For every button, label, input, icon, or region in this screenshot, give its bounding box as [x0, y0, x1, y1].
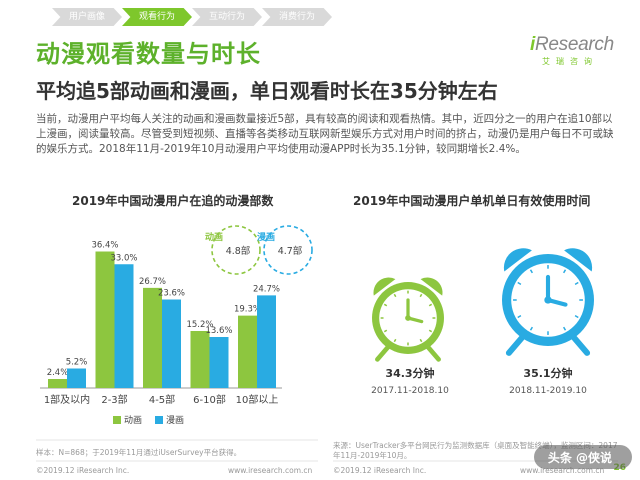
duration-value-0: 34.3分钟 — [385, 366, 434, 380]
logo-wordmark: iResearch — [530, 34, 614, 55]
left-chart-title: 2019年中国动漫用户在追的动漫部数 — [72, 194, 274, 208]
data-label-manga-4: 24.7% — [253, 284, 280, 294]
x-tick-label-3: 6-10部 — [193, 393, 226, 406]
data-label-anime-3: 15.2% — [186, 320, 213, 330]
section-tabs: 用户画像 观看行为 互动行为 消费行为 — [52, 8, 342, 26]
duration-value-1: 35.1分钟 — [523, 366, 572, 380]
bar-anime-0 — [48, 379, 67, 388]
bar-manga-2 — [162, 299, 181, 388]
bar-manga-0 — [67, 368, 86, 388]
duration-period-1: 2018.11-2019.10 — [509, 386, 587, 396]
left-source-note: 样本：N=868；于2019年11月通过iUserSurvey平台获得。 — [36, 448, 242, 457]
x-tick-label-4: 10部以上 — [236, 393, 279, 406]
x-tick-label-1: 2-3部 — [101, 393, 127, 406]
x-tick-label-0: 1部及以内 — [44, 393, 90, 406]
tab-consumption-behavior[interactable]: 消费行为 — [262, 8, 332, 26]
right-chart-title: 2019年中国动漫用户单机单日有效使用时间 — [353, 194, 591, 208]
data-label-anime-0: 2.4% — [47, 368, 69, 378]
data-label-anime-4: 19.3% — [234, 305, 261, 315]
bar-anime-4 — [238, 315, 257, 388]
alarm-clock-icon-0 — [372, 277, 444, 362]
footer-copyright-right: ©2019.12 iResearch Inc. — [333, 466, 427, 475]
average-label-1: 漫画 — [257, 231, 275, 243]
duration-period-0: 2017.11-2018.10 — [371, 386, 449, 396]
average-label-0: 动画 — [205, 232, 223, 243]
footer-url-right[interactable]: www.iresearch.com.cn — [520, 466, 605, 475]
data-label-manga-0: 5.2% — [66, 358, 88, 368]
data-label-manga-2: 23.6% — [158, 289, 185, 299]
page-subtitle: 平均追5部动画和漫画，单日观看时长在35分钟左右 — [36, 79, 498, 103]
data-label-anime-1: 36.4% — [91, 241, 118, 251]
legend-label-manga: 漫画 — [166, 414, 184, 426]
logo-subtitle: 艾瑞咨询 — [542, 57, 598, 66]
right-source-note: 来源：UserTracker多平台网民行为监测数据库（桌面及智能终端），监测区间… — [333, 441, 618, 460]
average-value-1: 4.7部 — [278, 245, 303, 257]
footer-url-left[interactable]: www.iresearch.com.cn — [228, 466, 313, 475]
alarm-clock-icon-1 — [502, 248, 594, 356]
iresearch-logo: iResearch 艾瑞咨询 — [530, 34, 614, 70]
tab-viewing-behavior[interactable]: 观看行为 — [122, 8, 192, 26]
x-tick-label-2: 4-5部 — [149, 393, 175, 406]
legend-swatch-manga — [155, 416, 163, 424]
tab-user-profile[interactable]: 用户画像 — [52, 8, 122, 26]
watermark-text: 头条 @侠说 — [547, 451, 612, 465]
tab-interaction-behavior[interactable]: 互动行为 — [192, 8, 262, 26]
data-label-manga-3: 13.6% — [205, 326, 232, 336]
bar-anime-2 — [143, 287, 162, 388]
average-circle-1 — [263, 225, 313, 275]
data-label-manga-1: 33.0% — [110, 253, 137, 263]
average-value-0: 4.8部 — [226, 245, 251, 257]
legend-label-anime: 动画 — [124, 415, 142, 426]
bar-manga-1 — [114, 264, 134, 388]
bar-manga-3 — [209, 337, 229, 388]
watermark-background — [534, 445, 632, 469]
bar-anime-1 — [95, 251, 115, 388]
bar-manga-4 — [257, 295, 276, 388]
summary-paragraph: 当前，动漫用户平均每人关注的动画和漫画数量接近5部，具有较高的阅读和观看热情。其… — [36, 113, 614, 155]
average-circle-0 — [211, 225, 261, 275]
page-title: 动漫观看数量与时长 — [36, 40, 261, 68]
footer-copyright-left: ©2019.12 iResearch Inc. — [36, 466, 130, 475]
bar-anime-3 — [190, 331, 210, 388]
data-label-anime-2: 26.7% — [139, 277, 166, 287]
legend-swatch-anime — [113, 416, 121, 424]
